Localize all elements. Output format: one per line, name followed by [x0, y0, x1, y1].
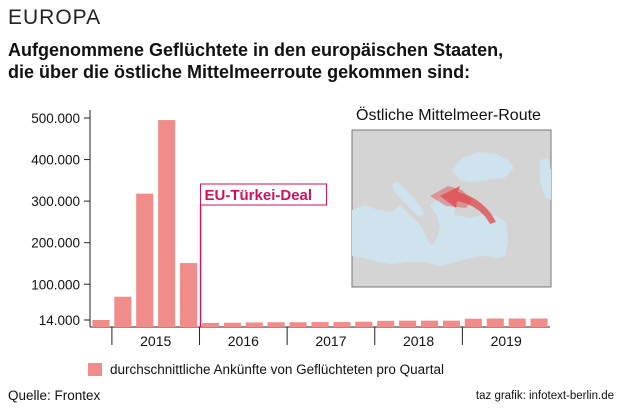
y-tick-label: 400.000 — [31, 153, 80, 168]
y-tick-label: 500.000 — [31, 111, 80, 126]
bar-2019-q1 — [464, 318, 482, 327]
bar-2017-q4 — [355, 321, 373, 327]
bar-2015-q2 — [136, 193, 154, 327]
bar-2019-q4 — [530, 318, 548, 327]
deal-label: EU-Türkei-Deal — [205, 187, 313, 204]
x-ticks: 2015 2016 2017 2018 2019 — [111, 327, 522, 349]
map-title: Östliche Mittelmeer-Route — [356, 107, 541, 124]
y-tick-label: 300.000 — [31, 194, 80, 209]
x-tick-label: 2016 — [228, 333, 259, 349]
x-tick-label: 2019 — [491, 333, 522, 349]
x-tick-label: 2017 — [315, 333, 346, 349]
route-head-glow — [430, 186, 472, 208]
bar-2018-q4 — [442, 320, 460, 327]
y-tick-label: 200.000 — [31, 236, 80, 251]
bar-2017-q3 — [333, 322, 351, 327]
bar-2018-q3 — [420, 320, 439, 327]
deal-label-box — [200, 183, 328, 206]
bars — [92, 120, 548, 327]
legend-label: durchschnittliche Ankünfte von Geflüchte… — [110, 362, 444, 377]
graphic-credit: taz grafik: infotext-berlin.de — [475, 390, 614, 402]
y-ticks: 500.000 400.000 300.000 200.000 100.000 14.00… — [31, 111, 90, 328]
bar-2014-q4 — [92, 320, 110, 327]
route-arrow — [440, 186, 496, 224]
bar-2016-q1 — [201, 322, 220, 327]
legend: durchschnittliche Ankünfte von Geflüchte… — [88, 362, 444, 377]
bar-2015-q1 — [114, 296, 132, 327]
x-tick-label: 2015 — [140, 333, 171, 349]
chart-title-line-1: Aufgenommene Geflüchtete in den europäis… — [8, 40, 504, 60]
bar-2017-q1 — [289, 322, 307, 327]
source-note: Quelle: Frontex — [8, 388, 101, 403]
bar-2019-q2 — [486, 318, 504, 327]
chart-title-line-2: die über die östliche Mittelmeerroute ge… — [8, 62, 471, 82]
section-kicker: EUROPA — [8, 6, 102, 29]
bar-2016-q2 — [223, 322, 241, 327]
deal-annotation: EU-Türkei-Deal — [199, 183, 328, 327]
mediterranean-sea — [352, 200, 508, 266]
bar-2017-q2 — [311, 322, 329, 327]
bar-2015-q3 — [158, 120, 176, 327]
caspian-sea — [540, 158, 551, 200]
bar-2016-q3 — [245, 322, 263, 327]
bar-2018-q1 — [377, 320, 395, 327]
x-tick-label: 2018 — [403, 333, 434, 349]
legend-swatch — [88, 363, 102, 376]
adriatic-sea — [392, 182, 424, 216]
black-sea — [452, 152, 514, 182]
bar-2018-q2 — [399, 320, 417, 327]
y-tick-label: 14.000 — [39, 313, 80, 328]
bar-2019-q3 — [508, 318, 526, 327]
bar-2016-q4 — [267, 322, 285, 327]
bar-2015-q4 — [180, 263, 198, 327]
y-tick-label: 100.000 — [31, 277, 80, 292]
route-map — [351, 129, 552, 288]
